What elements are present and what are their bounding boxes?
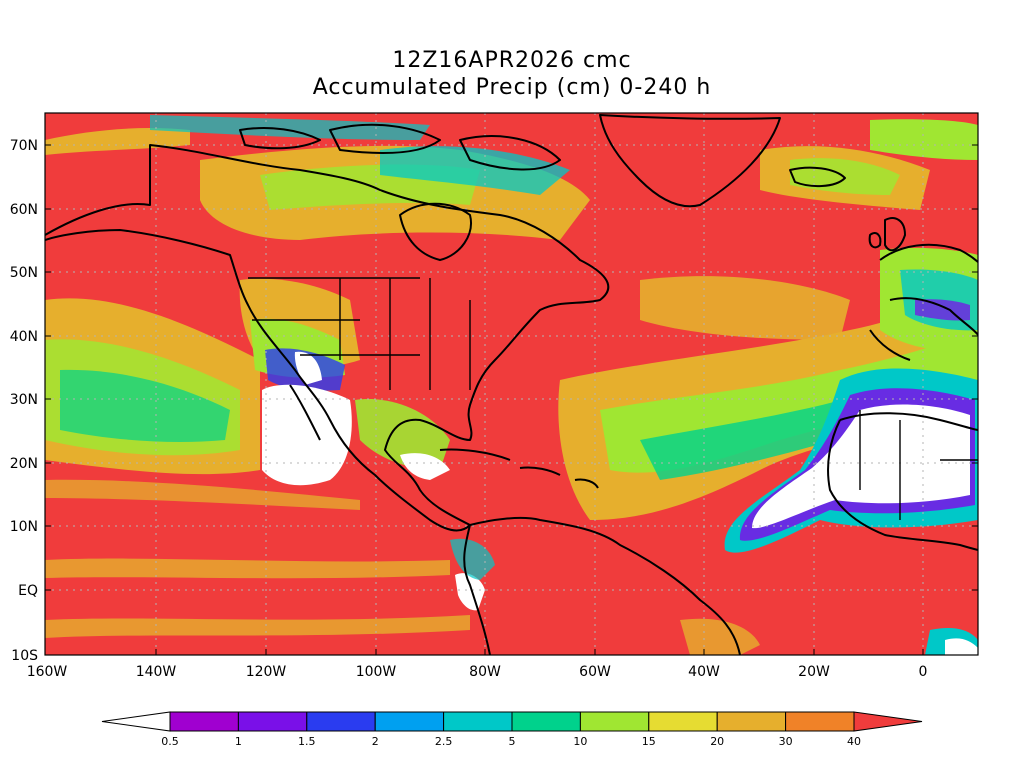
- lon-label: 120W: [246, 664, 287, 680]
- colorbar-label: 1: [235, 735, 242, 748]
- lat-label: 10S: [11, 648, 38, 664]
- lat-label: 70N: [10, 138, 38, 154]
- precip-field: [45, 113, 978, 655]
- colorbar-label: 2: [372, 735, 379, 748]
- lat-label: 30N: [10, 392, 38, 408]
- map-frame: [44, 112, 979, 656]
- colorbar-label: 20: [710, 735, 724, 748]
- lon-label: 160W: [27, 664, 68, 680]
- map-graticule: [45, 113, 978, 655]
- colorbar-label: 15: [642, 735, 656, 748]
- colorbar-segment: [374, 711, 445, 732]
- lon-label: 20W: [798, 664, 830, 680]
- colorbar: 0.5 1 1.5 2 2.5 5 10 15 20 30 40: [101, 711, 923, 748]
- lat-label: 60N: [10, 202, 38, 218]
- colorbar-label: 30: [779, 735, 793, 748]
- colorbar-label: 5: [509, 735, 516, 748]
- lon-label: 40W: [688, 664, 720, 680]
- lat-label: EQ: [18, 583, 38, 599]
- colorbar-segment: [648, 711, 718, 732]
- lat-label: 20N: [10, 456, 38, 472]
- colorbar-segment: [579, 711, 650, 732]
- map-title-line1: 12Z16APR2026 cmc: [392, 48, 632, 73]
- colorbar-label: 0.5: [161, 735, 179, 748]
- map-title-line2: Accumulated Precip (cm) 0-240 h: [312, 75, 712, 100]
- colorbar-segment: [785, 711, 855, 732]
- colorbar-label: 2.5: [435, 735, 453, 748]
- lon-label: 60W: [579, 664, 611, 680]
- lat-label: 40N: [10, 329, 38, 345]
- colorbar-segment: [237, 711, 308, 732]
- lon-label: 100W: [356, 664, 397, 680]
- lon-label: 80W: [469, 664, 501, 680]
- colorbar-label: 1.5: [298, 735, 316, 748]
- colorbar-label: 40: [847, 735, 861, 748]
- colorbar-segment: [101, 711, 171, 732]
- lat-label: 50N: [10, 265, 38, 281]
- colorbar-segment: [169, 711, 239, 732]
- longitude-axis: 160W 140W 120W 100W 80W 60W 40W 20W 0: [27, 649, 928, 680]
- colorbar-label: 10: [573, 735, 587, 748]
- latitude-axis: 70N 60N 50N 40N 30N 20N 10N EQ 10S: [10, 138, 978, 664]
- colorbar-segment: [853, 711, 923, 732]
- lon-label: 0: [919, 664, 928, 680]
- colorbar-segment: [716, 711, 787, 732]
- lat-label: 10N: [10, 519, 38, 535]
- colorbar-segment: [306, 711, 376, 732]
- colorbar-segment: [443, 711, 513, 732]
- colorbar-segment: [511, 711, 581, 732]
- coastlines: [45, 114, 978, 655]
- lon-label: 140W: [136, 664, 177, 680]
